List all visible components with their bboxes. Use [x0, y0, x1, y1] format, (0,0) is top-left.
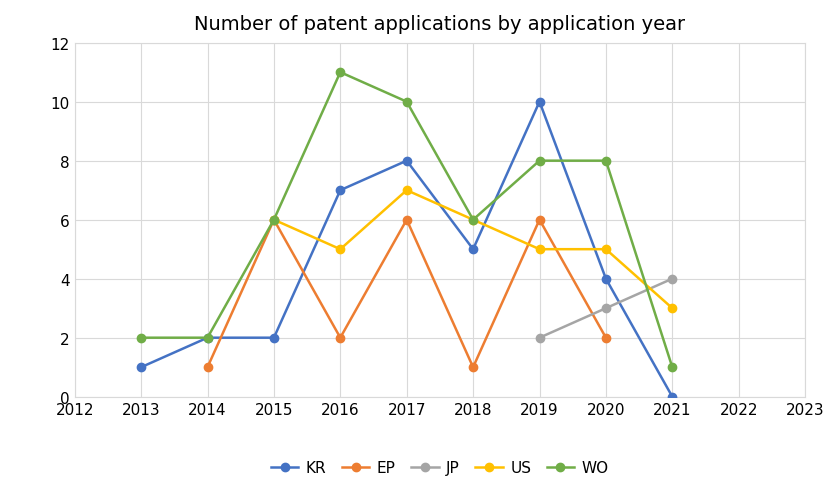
JP [601, 306, 611, 312]
KR [667, 394, 677, 400]
Line: US: US [270, 187, 676, 313]
KR [601, 276, 611, 282]
KR [203, 335, 212, 341]
US [535, 247, 544, 253]
EP [335, 335, 345, 341]
JP [667, 276, 677, 282]
US [269, 217, 279, 223]
WO [402, 100, 412, 106]
US [468, 217, 478, 223]
Line: WO: WO [137, 69, 676, 372]
KR [269, 335, 279, 341]
WO [601, 158, 611, 164]
WO [136, 335, 146, 341]
WO [535, 158, 544, 164]
EP [269, 217, 279, 223]
Line: EP: EP [203, 216, 610, 372]
US [402, 188, 412, 194]
WO [203, 335, 212, 341]
KR [136, 364, 146, 370]
WO [667, 364, 677, 370]
Legend: KR, EP, JP, US, WO: KR, EP, JP, US, WO [265, 454, 615, 481]
WO [335, 70, 345, 76]
KR [335, 188, 345, 194]
Line: JP: JP [535, 275, 676, 342]
US [335, 247, 345, 253]
KR [402, 158, 412, 164]
KR [468, 247, 478, 253]
JP [535, 335, 544, 341]
EP [203, 364, 212, 370]
WO [269, 217, 279, 223]
EP [468, 364, 478, 370]
Title: Number of patent applications by application year: Number of patent applications by applica… [194, 15, 686, 34]
WO [468, 217, 478, 223]
KR [535, 100, 544, 106]
Line: KR: KR [137, 98, 676, 401]
US [667, 306, 677, 312]
US [601, 247, 611, 253]
EP [601, 335, 611, 341]
EP [402, 217, 412, 223]
EP [535, 217, 544, 223]
